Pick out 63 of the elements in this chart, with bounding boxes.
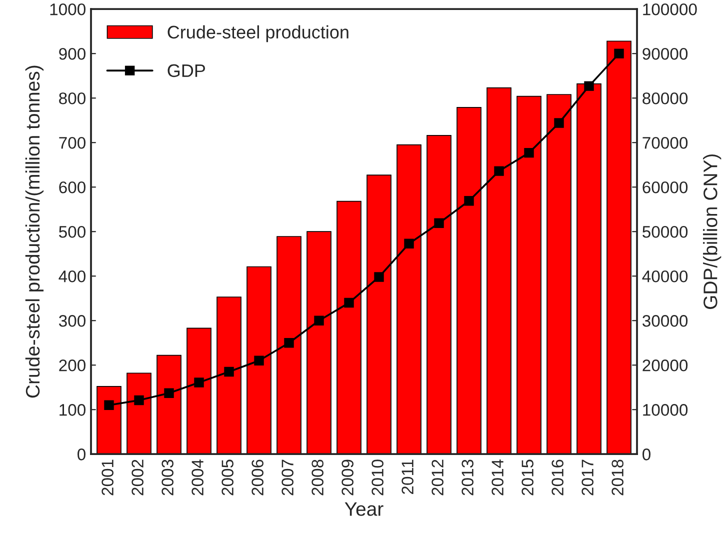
x-tick-label: 2001 xyxy=(102,460,114,496)
x-tick-label: 2011 xyxy=(402,460,414,494)
point xyxy=(224,366,234,377)
y2-tick-label: 70000 xyxy=(642,136,688,149)
y2-tick-label: 20000 xyxy=(642,360,688,372)
point xyxy=(524,148,534,158)
point xyxy=(314,316,324,326)
y-tick-label: 100 xyxy=(60,404,86,416)
x-tick-label: 2007 xyxy=(282,460,294,496)
y-tick-label: 800 xyxy=(59,92,86,104)
point xyxy=(164,388,174,398)
y2-tick-label: 80000 xyxy=(642,92,688,104)
point xyxy=(614,48,624,58)
x-axis-title: Year xyxy=(344,502,384,516)
point xyxy=(344,298,354,308)
y2-tick-label: 40000 xyxy=(642,270,688,282)
point xyxy=(104,400,114,410)
y2-tick-label: 100000 xyxy=(643,3,697,16)
x-tick-label: 2012 xyxy=(432,460,444,496)
y-tick-label: 1000 xyxy=(50,3,86,16)
x-tick-label: 2004 xyxy=(192,459,204,496)
point xyxy=(404,238,414,248)
point xyxy=(554,118,564,128)
y-tick-label: 400 xyxy=(58,270,86,282)
x-tick-label: 2009 xyxy=(342,460,354,496)
point xyxy=(194,378,204,388)
point xyxy=(254,356,264,366)
y2-tick-label: 50000 xyxy=(642,226,688,238)
y-tick-label: 700 xyxy=(59,136,86,149)
y-tick-label: 300 xyxy=(58,315,86,327)
point xyxy=(374,272,384,282)
x-tick-label: 2003 xyxy=(162,460,174,496)
y-tick-label: 200 xyxy=(59,360,86,372)
y2-tick-label: 10000 xyxy=(643,404,688,416)
y-axis-title: Crude-steel production/(million tonnes) xyxy=(25,66,44,398)
x-tick-label: 2002 xyxy=(132,460,144,496)
point xyxy=(134,395,144,406)
x-tick-label: 2018 xyxy=(612,460,624,496)
x-tick-label: 2006 xyxy=(252,460,264,496)
x-tick-label: 2005 xyxy=(222,460,234,496)
x-tick-label: 2008 xyxy=(312,460,324,496)
point xyxy=(434,218,444,228)
y-tick-label: 0 xyxy=(78,448,86,460)
x-tick-label: 2014 xyxy=(492,459,504,496)
y2-tick-label: 30000 xyxy=(642,315,688,327)
y2-tick-label: 90000 xyxy=(642,48,688,60)
x-tick-label: 2015 xyxy=(522,460,534,496)
y-tick-label: 500 xyxy=(59,226,86,238)
legend-label: Crude-steel production xyxy=(168,25,348,42)
legend-label: GDP xyxy=(168,64,206,78)
y2-axis-title: GDP/(billion CNY) xyxy=(703,154,722,309)
y2-tick-label: 0 xyxy=(642,448,650,460)
x-tick-label: 2017 xyxy=(582,460,594,496)
y2-tick-label: 60000 xyxy=(642,181,688,194)
x-tick-label: 2013 xyxy=(462,460,474,496)
point xyxy=(584,81,594,91)
point xyxy=(464,196,474,206)
y-tick-label: 900 xyxy=(59,48,86,60)
point xyxy=(284,338,294,348)
x-tick-label: 2010 xyxy=(372,460,384,496)
point xyxy=(494,166,504,176)
x-tick-label: 2016 xyxy=(552,460,564,496)
y-tick-label: 600 xyxy=(59,181,86,194)
